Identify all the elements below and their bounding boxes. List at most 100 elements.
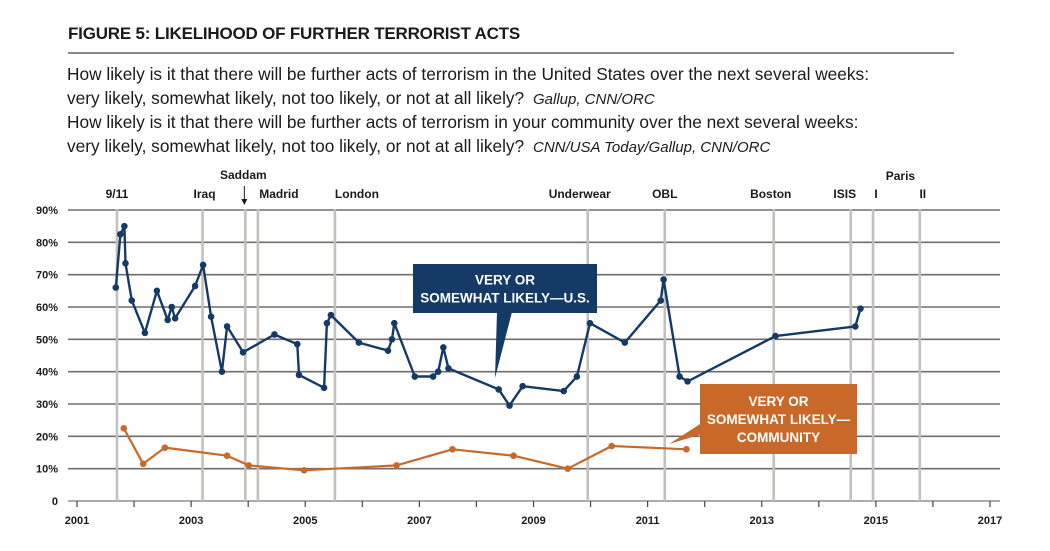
y-tick-label: 0 (52, 496, 58, 508)
question-community-line2: very likely, somewhat likely, not too li… (67, 134, 858, 160)
data-point (445, 365, 452, 372)
x-tick-label: 2005 (293, 515, 317, 527)
callout-community-label: COMMUNITY (737, 430, 820, 445)
event-label: ISIS (833, 187, 856, 201)
data-point (128, 297, 136, 304)
data-point (560, 387, 568, 395)
x-tick-label: 2003 (179, 515, 203, 527)
data-point (388, 336, 396, 343)
question-us-line2: very likely, somewhat likely, not too li… (67, 86, 869, 112)
data-point (223, 452, 231, 460)
data-point (355, 339, 363, 346)
series-line (114, 225, 862, 407)
data-point (300, 466, 308, 474)
title-divider (68, 52, 954, 54)
data-point (676, 373, 683, 380)
callout-us-box (413, 264, 597, 313)
y-tick-label: 10% (36, 464, 58, 476)
y-tick-label: 90% (36, 205, 58, 217)
data-point (207, 313, 215, 321)
question-us-line2-text: very likely, somewhat likely, not too li… (67, 88, 525, 108)
data-point (434, 368, 442, 375)
event-label: Madrid (259, 187, 298, 201)
callout-us: VERY OR SOMEWHAT LIKELY—U.S. (413, 264, 597, 378)
event-label: London (335, 187, 379, 201)
data-point (293, 340, 301, 348)
x-tick-label: 2017 (978, 515, 1002, 527)
data-point (153, 287, 161, 295)
data-point (117, 230, 124, 238)
y-tick-label: 60% (36, 302, 58, 314)
x-tick-label: 2011 (636, 515, 660, 527)
event-label: I (874, 187, 877, 201)
x-tick-label: 2007 (407, 515, 431, 527)
data-point (199, 261, 207, 269)
event-label: Iraq (194, 187, 216, 201)
callout-us-label: VERY OR (475, 273, 535, 288)
data-point (112, 284, 120, 291)
data-point (161, 444, 169, 451)
x-tick-label: 2001 (65, 515, 89, 527)
x-axis: 2001 2003 2005 2007 2009 2011 2013 2015 2017 (65, 501, 1002, 527)
data-point (121, 222, 128, 230)
data-point (621, 339, 629, 346)
event-label: Saddam (220, 168, 267, 182)
question-community: How likely is it that there will be furt… (67, 110, 858, 160)
data-point (164, 316, 172, 324)
data-point (323, 319, 331, 327)
gridlines (68, 209, 1000, 502)
callout-us-pointer (495, 312, 512, 378)
data-point (218, 368, 226, 375)
data-point (390, 319, 398, 327)
data-point (171, 315, 179, 322)
question-us-source: Gallup, CNN/ORC (532, 91, 655, 108)
data-point (245, 462, 253, 469)
data-point (429, 373, 437, 380)
data-point (772, 332, 779, 340)
figure-title: FIGURE 5: LIKELIHOOD OF FURTHER TERRORIS… (68, 24, 520, 43)
callout-community-box (700, 384, 857, 454)
data-point (510, 452, 517, 460)
series-community (120, 424, 690, 474)
data-point (239, 348, 247, 356)
data-point (393, 462, 400, 469)
callout-community-label: VERY OR (748, 394, 808, 409)
data-point (506, 402, 513, 409)
y-tick-label: 70% (36, 270, 58, 282)
question-community-line2-text: very likely, somewhat likely, not too li… (67, 136, 525, 156)
event-label: Boston (750, 187, 791, 201)
arrow-head-icon (241, 199, 248, 205)
data-point (657, 297, 665, 304)
callout-community-label: SOMEWHAT LIKELY— (707, 412, 851, 427)
y-axis: 0 10% 20% 30% 40% 50% 60% 70% 80% 90% (36, 205, 58, 508)
y-tick-label: 20% (36, 431, 58, 443)
series-layer (112, 222, 864, 474)
data-point (440, 344, 447, 351)
data-point (411, 373, 419, 380)
callout-community: VERY OR SOMEWHAT LIKELY— COMMUNITY (669, 384, 857, 454)
event-label: Underwear (549, 187, 611, 201)
event-label: 9/11 (106, 187, 129, 201)
data-point (295, 371, 303, 379)
event-lines: 9/11 Iraq Saddam Madrid London Underwear OBL Bo… (106, 168, 926, 501)
data-point (495, 386, 502, 393)
data-point (327, 311, 335, 319)
data-point (852, 323, 859, 330)
data-point (660, 276, 667, 283)
question-us-line1: How likely is it that there will be furt… (67, 64, 869, 84)
x-tick-label: 2013 (750, 515, 774, 527)
data-point (449, 445, 456, 453)
data-point (139, 460, 147, 468)
data-point (271, 331, 278, 338)
callouts: VERY OR SOMEWHAT LIKELY—U.S. VERY OR SOMEWH… (413, 264, 857, 454)
y-tick-label: 30% (36, 399, 58, 411)
series-us (112, 222, 864, 409)
data-point (857, 305, 864, 312)
event-label: II (919, 187, 926, 201)
data-point (120, 424, 128, 432)
series-line (122, 427, 687, 472)
data-point (608, 442, 615, 450)
question-us: How likely is it that there will be furt… (67, 62, 869, 112)
data-point (320, 384, 328, 392)
